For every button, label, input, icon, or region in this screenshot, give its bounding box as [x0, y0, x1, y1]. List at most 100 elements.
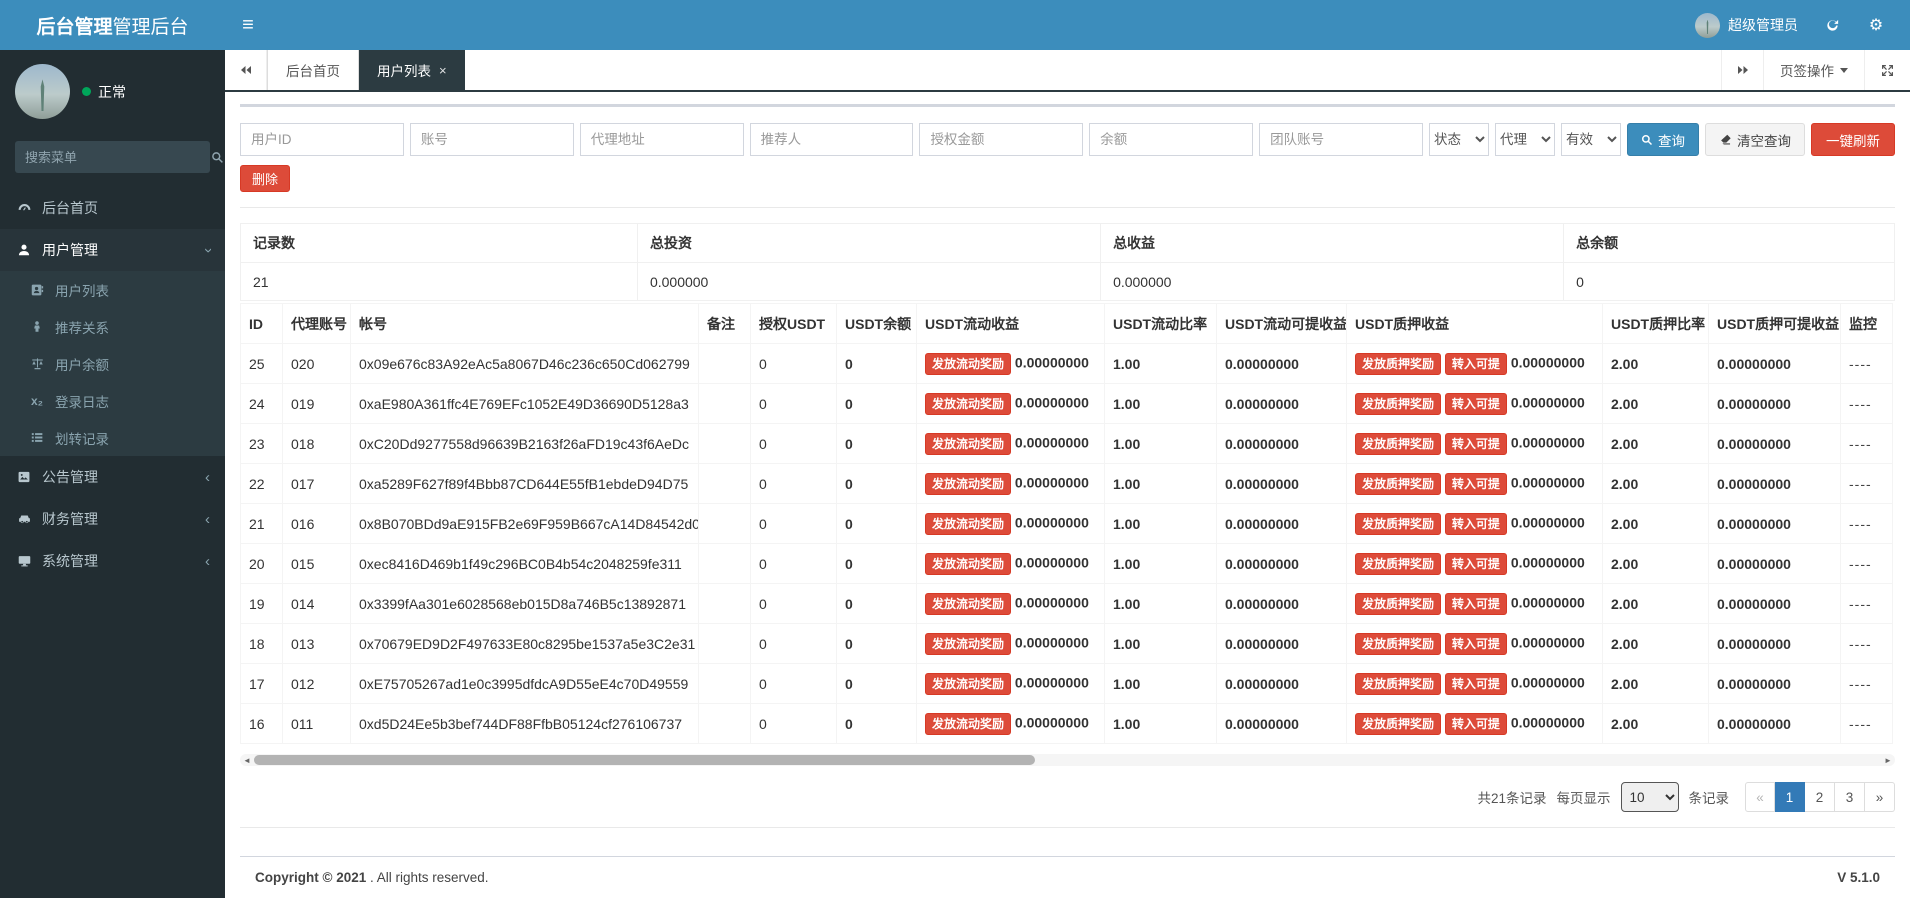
transfer-withdrawable-button[interactable]: 转入可提	[1444, 512, 1507, 535]
cell-pledge-withdrawable: 0.00000000	[1708, 343, 1841, 384]
grant-pledge-reward-button[interactable]: 发放质押奖励	[1355, 592, 1442, 615]
user-menu[interactable]: 超级管理员	[1685, 0, 1808, 50]
cell-flow-withdrawable: 0.00000000	[1216, 503, 1347, 544]
transfer-withdrawable-button[interactable]: 转入可提	[1444, 552, 1507, 575]
grant-flow-reward-button[interactable]: 发放流动奖励	[925, 672, 1012, 695]
sidebar-item-login-log[interactable]: x₂ 登录日志	[0, 382, 225, 419]
col-pledge-income: USDT质押收益	[1346, 303, 1603, 344]
cell-id: 24	[240, 383, 283, 424]
clear-search-button[interactable]: 清空查询	[1705, 123, 1806, 156]
cell-pledge-rate: 2.00	[1602, 583, 1709, 624]
sidebar-item-referral[interactable]: 推荐关系	[0, 308, 225, 345]
settings-button[interactable]: ⚙	[1856, 0, 1896, 50]
filter-status-select[interactable]: 状态	[1429, 123, 1490, 156]
grant-flow-reward-button[interactable]: 发放流动奖励	[925, 552, 1012, 575]
grant-pledge-reward-button[interactable]: 发放质押奖励	[1355, 432, 1442, 455]
sidebar-item-user-management[interactable]: 用户管理 ‹	[0, 229, 225, 271]
grant-flow-reward-button[interactable]: 发放流动奖励	[925, 472, 1012, 495]
sidebar-item-announcements[interactable]: 公告管理 ‹	[0, 456, 225, 498]
filter-referrer-input[interactable]	[749, 123, 914, 156]
menu-search-button[interactable]	[211, 151, 224, 164]
page-prev-button[interactable]: «	[1745, 782, 1775, 812]
grant-flow-reward-button[interactable]: 发放流动奖励	[925, 432, 1012, 455]
filter-valid-select[interactable]: 有效	[1561, 123, 1622, 156]
scroll-right-icon[interactable]: ►	[1884, 755, 1892, 765]
cell-flow-income: 发放流动奖励 0.00000000	[916, 663, 1105, 704]
sidebar-item-dashboard[interactable]: 后台首页	[0, 187, 225, 229]
user-table-body: 25 020 0x09e676c83A92eAc5a8067D46c236c650C…	[240, 343, 1893, 744]
grant-flow-reward-button[interactable]: 发放流动奖励	[925, 352, 1012, 375]
tab-user-list[interactable]: 用户列表 ×	[359, 50, 465, 90]
cell-monitor: ----	[1840, 503, 1893, 544]
cell-remark	[698, 383, 751, 424]
cell-pledge-income: 发放质押奖励 转入可提 0.00000000	[1346, 703, 1603, 744]
transfer-withdrawable-button[interactable]: 转入可提	[1444, 352, 1507, 375]
delete-button[interactable]: 删除	[240, 165, 291, 192]
transfer-withdrawable-button[interactable]: 转入可提	[1444, 432, 1507, 455]
page-button-1[interactable]: 1	[1775, 782, 1805, 812]
grant-pledge-reward-button[interactable]: 发放质押奖励	[1355, 552, 1442, 575]
transfer-withdrawable-button[interactable]: 转入可提	[1444, 712, 1507, 735]
sidebar-toggle-button[interactable]: ≡	[225, 0, 271, 50]
delete-button-label: 删除	[252, 172, 279, 187]
grant-flow-reward-button[interactable]: 发放流动奖励	[925, 712, 1012, 735]
page-button-3[interactable]: 3	[1835, 782, 1865, 812]
grant-pledge-reward-button[interactable]: 发放质押奖励	[1355, 392, 1442, 415]
sidebar-item-transfer-records[interactable]: 划转记录	[0, 419, 225, 456]
tab-actions-label: 页签操作	[1780, 64, 1834, 79]
main-footer: Copyright © 2021 . All rights reserved. …	[240, 856, 1895, 898]
scrollbar-track[interactable]	[254, 755, 1881, 765]
cell-flow-withdrawable: 0.00000000	[1216, 583, 1347, 624]
refresh-cache-button[interactable]	[1812, 0, 1852, 50]
fullscreen-button[interactable]	[1864, 50, 1910, 90]
page-button-2[interactable]: 2	[1805, 782, 1835, 812]
filter-team-account-input[interactable]	[1259, 123, 1424, 156]
cell-id: 16	[240, 703, 283, 744]
grant-pledge-reward-button[interactable]: 发放质押奖励	[1355, 712, 1442, 735]
cell-flow-income: 发放流动奖励 0.00000000	[916, 703, 1105, 744]
eraser-icon	[1721, 134, 1731, 145]
tab-actions-dropdown[interactable]: 页签操作	[1763, 50, 1864, 90]
filter-user-id-input[interactable]	[240, 123, 404, 156]
scroll-left-icon[interactable]: ◄	[243, 755, 251, 765]
search-button[interactable]: 查询	[1627, 123, 1700, 156]
cell-monitor: ----	[1840, 623, 1893, 664]
sidebar-item-label: 推荐关系	[55, 320, 109, 336]
scrollbar-thumb[interactable]	[254, 755, 1035, 765]
transfer-withdrawable-button[interactable]: 转入可提	[1444, 632, 1507, 655]
sidebar-item-system[interactable]: 系统管理 ‹	[0, 540, 225, 582]
grant-flow-reward-button[interactable]: 发放流动奖励	[925, 392, 1012, 415]
cell-flow-rate: 1.00	[1104, 703, 1217, 744]
grant-pledge-reward-button[interactable]: 发放质押奖励	[1355, 352, 1442, 375]
grant-flow-reward-button[interactable]: 发放流动奖励	[925, 632, 1012, 655]
sidebar-item-finance[interactable]: 财务管理 ‹	[0, 498, 225, 540]
menu-search-input[interactable]	[15, 149, 211, 165]
sidebar-item-user-balance[interactable]: 用户余额	[0, 345, 225, 382]
grant-pledge-reward-button[interactable]: 发放质押奖励	[1355, 672, 1442, 695]
tabs-scroll-right-button[interactable]	[1721, 50, 1763, 90]
grant-pledge-reward-button[interactable]: 发放质押奖励	[1355, 512, 1442, 535]
filter-auth-amount-input[interactable]	[919, 123, 1084, 156]
app-logo[interactable]: 后台管理 管理后台	[0, 0, 225, 50]
transfer-withdrawable-button[interactable]: 转入可提	[1444, 472, 1507, 495]
tabs-scroll-left-button[interactable]	[225, 50, 267, 90]
grant-pledge-reward-button[interactable]: 发放质押奖励	[1355, 632, 1442, 655]
refresh-all-button[interactable]: 一键刷新	[1811, 123, 1896, 156]
tab-close-icon[interactable]: ×	[439, 62, 447, 78]
transfer-withdrawable-button[interactable]: 转入可提	[1444, 672, 1507, 695]
transfer-withdrawable-button[interactable]: 转入可提	[1444, 392, 1507, 415]
page-next-button[interactable]: »	[1865, 782, 1895, 812]
filter-balance-input[interactable]	[1089, 123, 1254, 156]
filter-agent-address-input[interactable]	[579, 123, 744, 156]
filter-agent-select[interactable]: 代理	[1495, 123, 1556, 156]
tab-dashboard[interactable]: 后台首页	[267, 50, 359, 90]
sidebar-item-user-list[interactable]: 用户列表	[0, 271, 225, 308]
grant-flow-reward-button[interactable]: 发放流动奖励	[925, 592, 1012, 615]
transfer-withdrawable-button[interactable]: 转入可提	[1444, 592, 1507, 615]
filter-account-input[interactable]	[409, 123, 574, 156]
horizontal-scrollbar[interactable]: ◄ ►	[240, 754, 1895, 766]
grant-pledge-reward-button[interactable]: 发放质押奖励	[1355, 472, 1442, 495]
cell-flow-withdrawable: 0.00000000	[1216, 663, 1347, 704]
grant-flow-reward-button[interactable]: 发放流动奖励	[925, 512, 1012, 535]
per-page-select[interactable]: 10	[1620, 782, 1679, 812]
